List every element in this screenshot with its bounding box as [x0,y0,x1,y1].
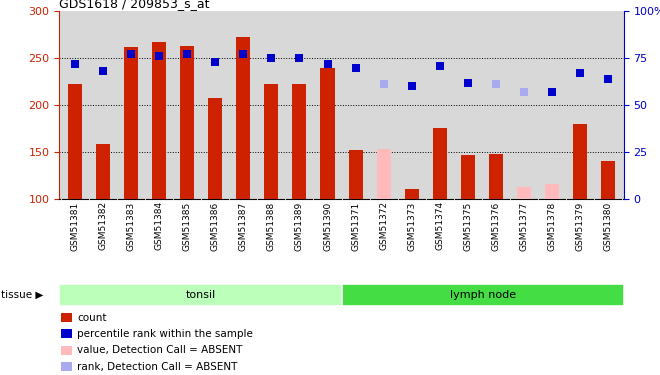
Text: GSM51390: GSM51390 [323,201,332,250]
Point [434,63,445,69]
Point [490,81,501,87]
Text: GSM51384: GSM51384 [154,201,164,250]
Bar [124,47,138,199]
Bar [321,68,335,199]
Point [547,89,558,95]
Bar [573,124,587,199]
Bar [180,46,194,199]
Text: tissue ▶: tissue ▶ [1,290,44,300]
Bar [96,144,110,199]
Text: GSM51374: GSM51374 [436,201,444,250]
Text: GSM51373: GSM51373 [407,201,416,250]
Text: GSM51387: GSM51387 [239,201,248,250]
Bar [61,346,72,355]
Text: GSM51389: GSM51389 [295,201,304,250]
Point [519,89,529,95]
Point [98,68,108,74]
Bar [61,362,72,371]
Bar [489,154,503,199]
Text: GSM51375: GSM51375 [463,201,473,250]
Bar [68,84,82,199]
Text: GSM51377: GSM51377 [519,201,529,250]
Point [603,76,614,82]
Point [210,59,220,65]
Bar [517,187,531,199]
Point [407,83,417,89]
Point [350,64,361,70]
Point [154,53,164,59]
Point [69,61,80,67]
Text: percentile rank within the sample: percentile rank within the sample [77,329,253,339]
Text: GSM51381: GSM51381 [71,201,79,250]
Text: GSM51386: GSM51386 [211,201,220,250]
Point [238,51,249,57]
Point [463,80,473,86]
Bar [208,98,222,199]
Bar [348,150,362,199]
Bar [61,313,72,322]
Bar [61,330,72,339]
Text: GDS1618 / 209853_s_at: GDS1618 / 209853_s_at [59,0,210,10]
Bar [601,161,615,199]
Text: GSM51378: GSM51378 [548,201,556,250]
Point [378,81,389,87]
Point [266,55,277,61]
Text: GSM51380: GSM51380 [604,201,612,250]
Text: GSM51388: GSM51388 [267,201,276,250]
Text: tonsil: tonsil [185,290,216,300]
Point [575,70,585,76]
Point [322,61,333,67]
Text: GSM51379: GSM51379 [576,201,585,250]
Text: lymph node: lymph node [449,290,515,300]
Bar [342,284,624,306]
Bar [265,84,279,199]
Text: count: count [77,313,106,322]
Bar [152,42,166,199]
Bar [59,284,342,306]
Text: GSM51382: GSM51382 [98,201,108,250]
Bar [433,128,447,199]
Point [294,55,305,61]
Bar [377,149,391,199]
Bar [405,189,418,199]
Bar [236,37,250,199]
Text: GSM51385: GSM51385 [183,201,191,250]
Point [125,51,136,57]
Text: GSM51371: GSM51371 [351,201,360,250]
Point [182,51,193,57]
Bar [461,154,475,199]
Bar [292,84,306,199]
Text: GSM51372: GSM51372 [379,201,388,250]
Text: GSM51383: GSM51383 [127,201,135,250]
Text: value, Detection Call = ABSENT: value, Detection Call = ABSENT [77,345,242,355]
Bar [545,184,559,199]
Text: rank, Detection Call = ABSENT: rank, Detection Call = ABSENT [77,362,238,372]
Text: GSM51376: GSM51376 [492,201,500,250]
